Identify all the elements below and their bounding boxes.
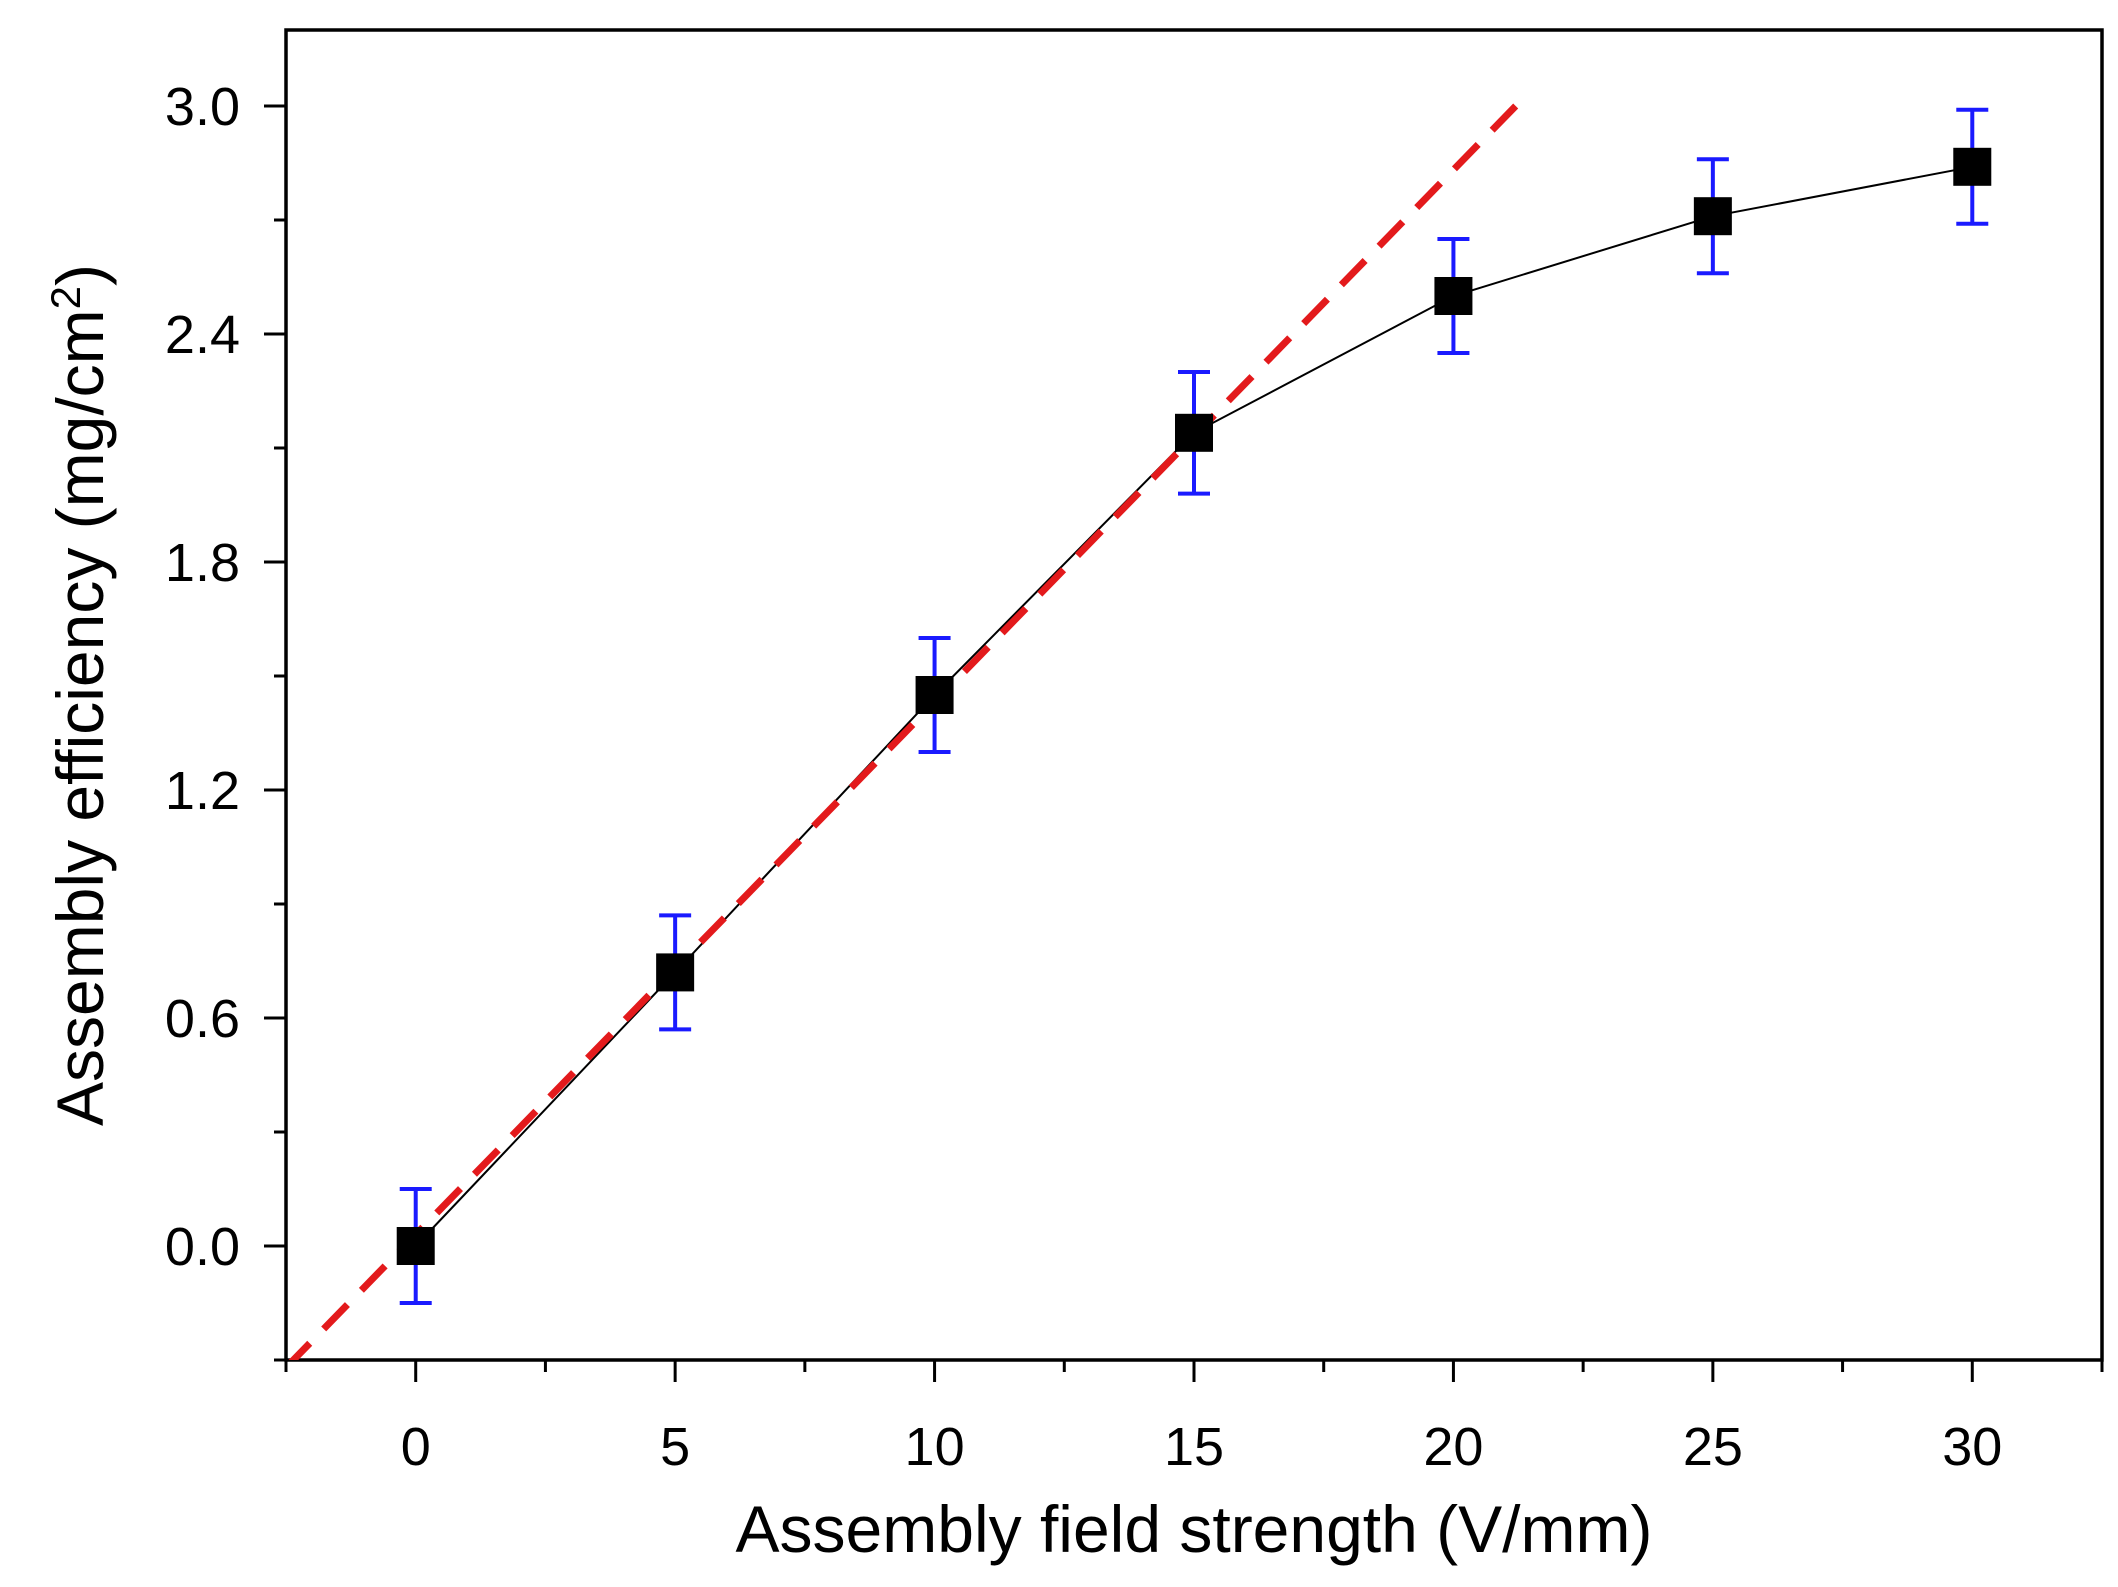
data-point <box>1693 197 1732 236</box>
x-tick-label: 10 <box>905 1417 965 1477</box>
data-point <box>1953 147 1992 186</box>
y-tick-label: 2.4 <box>165 305 240 365</box>
plot-frame <box>284 28 2104 1362</box>
x-tick-label: 5 <box>660 1417 690 1477</box>
y-tick-label: 0.0 <box>165 1217 240 1277</box>
series-layer <box>288 103 1973 1360</box>
y-tick-label: 1.2 <box>165 761 240 821</box>
x-tick-label: 0 <box>401 1417 431 1477</box>
y-tick-label: 0.6 <box>165 989 240 1049</box>
y-tick-label: 1.8 <box>165 533 240 593</box>
y-axis-title-main: Assembly efficiency (mg/cm <box>43 309 117 1126</box>
y-axis-ticks: 0.0 0.6 1.2 1.8 2.4 3.0 <box>165 77 286 1362</box>
data-point <box>656 953 695 992</box>
fit-line <box>288 103 1519 1360</box>
x-axis-ticks: 0 5 10 15 20 25 30 <box>284 1360 2104 1477</box>
y-tick-label: 3.0 <box>165 77 240 137</box>
data-point <box>1175 413 1213 452</box>
x-tick-label: 15 <box>1164 1417 1224 1477</box>
marker-layer <box>396 107 1992 1305</box>
x-tick-label: 30 <box>1942 1417 2002 1477</box>
x-tick-label: 25 <box>1683 1417 1743 1477</box>
y-axis-title-close: ) <box>43 264 117 286</box>
data-point <box>396 1227 435 1265</box>
y-axis-title: Assembly efficiency (mg/cm2) <box>42 264 118 1126</box>
x-tick-label: 20 <box>1423 1417 1483 1477</box>
series-line-measured <box>414 165 1973 1247</box>
data-point <box>1434 277 1473 315</box>
x-axis-title: Assembly field strength (V/mm) <box>736 1492 1653 1566</box>
y-axis-title-superscript: 2 <box>42 286 89 309</box>
data-point <box>915 676 954 714</box>
